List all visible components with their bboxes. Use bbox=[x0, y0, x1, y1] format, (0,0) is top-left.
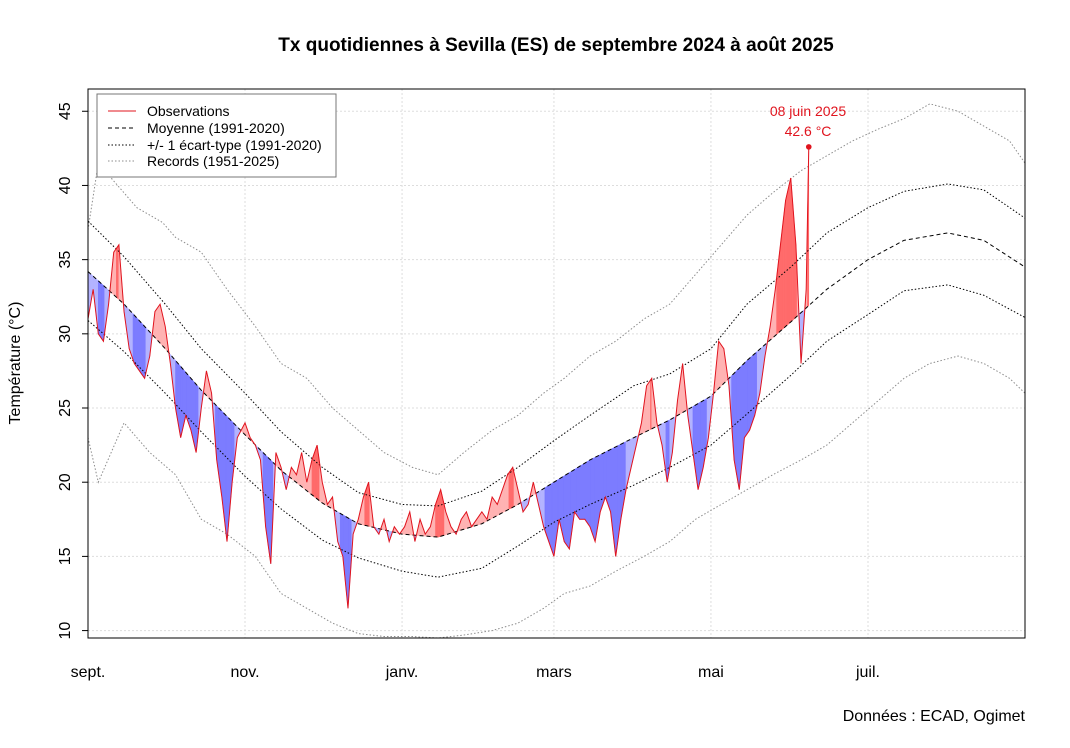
annotation: 08 juin 2025 42.6 °C bbox=[770, 103, 847, 139]
legend-label-moyenne: Moyenne (1991-2020) bbox=[147, 120, 285, 136]
legend: Observations Moyenne (1991-2020) +/- 1 é… bbox=[96, 93, 337, 178]
mean-line bbox=[87, 232, 1026, 538]
y-tick-label: 40 bbox=[57, 176, 74, 194]
record-high-line bbox=[87, 103, 1026, 476]
source-note: Données : ECAD, Ogimet bbox=[843, 708, 1026, 725]
record-low-line bbox=[87, 355, 1026, 639]
grid bbox=[87, 89, 1025, 638]
y-axis-title: Température (°C) bbox=[7, 302, 24, 425]
anomaly-fill bbox=[87, 146, 810, 609]
observations-line bbox=[87, 146, 810, 609]
legend-label-ecart-type: +/- 1 écart-type (1991-2020) bbox=[147, 137, 322, 153]
x-tick-label: janv. bbox=[385, 664, 419, 681]
y-tick-label: 20 bbox=[57, 473, 74, 491]
y-tick-label: 45 bbox=[57, 102, 74, 120]
y-tick-label: 25 bbox=[57, 399, 74, 417]
annotation-value: 42.6 °C bbox=[785, 123, 832, 139]
x-tick-label: sept. bbox=[71, 664, 106, 681]
chart-title: Tx quotidiennes à Sevilla (ES) de septem… bbox=[278, 35, 834, 56]
series-lines bbox=[87, 103, 1026, 639]
x-tick-label: juil. bbox=[855, 664, 880, 681]
legend-label-records: Records (1951-2025) bbox=[147, 153, 279, 169]
x-tick-label: mai bbox=[698, 664, 724, 681]
y-tick-label: 10 bbox=[57, 622, 74, 640]
annotation-date: 08 juin 2025 bbox=[770, 103, 847, 119]
x-tick-label: nov. bbox=[230, 664, 259, 681]
legend-label-observations: Observations bbox=[147, 103, 229, 119]
y-tick-label: 30 bbox=[57, 325, 74, 343]
y-tick-label: 15 bbox=[57, 547, 74, 565]
sd-lower-line bbox=[87, 284, 1026, 578]
legend-box bbox=[96, 93, 337, 178]
annotation-point bbox=[805, 144, 812, 150]
x-tick-label: mars bbox=[536, 664, 572, 681]
y-tick-label: 35 bbox=[57, 251, 74, 269]
axes: 10 15 20 25 30 35 40 45 sept. nov. janv. mars mai jui… bbox=[57, 102, 880, 681]
plot-frame bbox=[87, 88, 1026, 639]
